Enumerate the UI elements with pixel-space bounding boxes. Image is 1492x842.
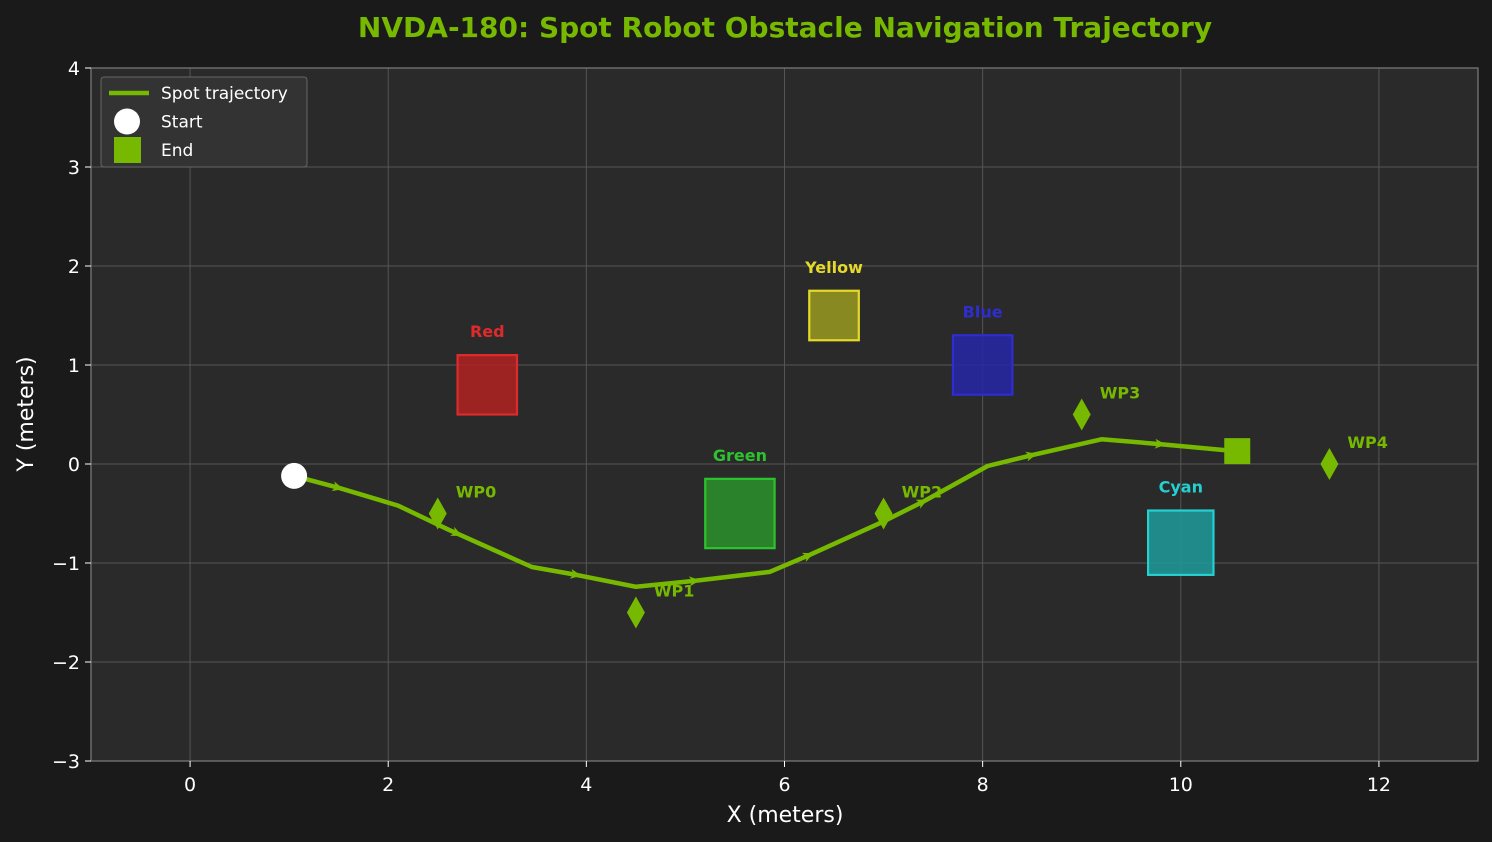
end-marker — [1224, 438, 1251, 465]
y-tick-label-4: 1 — [68, 355, 80, 377]
trajectory-arrow-2 — [569, 568, 582, 579]
waypoint-marker-1 — [626, 596, 645, 629]
legend-label-end: End — [161, 141, 193, 161]
y-tick-label-2: −1 — [52, 553, 80, 575]
waypoint-label-0: WP0 — [456, 483, 497, 502]
legend-swatch-end — [114, 137, 141, 163]
trajectory-arrow-0 — [331, 481, 344, 492]
legend-box — [100, 76, 308, 168]
x-axis-label: X (meters) — [727, 803, 844, 828]
obstacle-label-red: Red — [470, 322, 505, 341]
legend-label-start: Start — [161, 113, 203, 133]
obstacle-label-yellow: Yellow — [804, 258, 863, 277]
y-axis-label: Y (meters) — [14, 356, 39, 472]
trajectory-arrow-1 — [450, 526, 463, 536]
start-marker — [281, 462, 308, 489]
trajectory-arrow-7 — [1154, 438, 1166, 449]
waypoint-marker-3 — [1072, 398, 1091, 431]
x-tick-label-3: 6 — [778, 774, 790, 796]
obstacle-yellow — [808, 289, 860, 342]
y-tick-label-6: 3 — [68, 157, 80, 179]
obstacle-label-blue: Blue — [963, 302, 1003, 321]
waypoint-label-4: WP4 — [1347, 433, 1388, 452]
waypoint-label-3: WP3 — [1100, 384, 1141, 403]
trajectory-arrow-5 — [915, 499, 928, 509]
x-tick-label-4: 8 — [977, 774, 989, 796]
y-tick-label-7: 4 — [68, 58, 80, 80]
trajectory-arrow-6 — [1025, 451, 1038, 462]
y-tick-label-1: −2 — [52, 652, 80, 674]
obstacle-cyan — [1146, 509, 1215, 576]
waypoint-marker-4 — [1320, 448, 1339, 480]
x-tick-label-5: 10 — [1169, 774, 1193, 796]
obstacle-blue — [951, 334, 1014, 396]
obstacle-label-cyan: Cyan — [1159, 478, 1203, 497]
legend-swatch-start — [114, 108, 140, 135]
x-tick-label-0: 0 — [184, 774, 196, 796]
x-tick-label-2: 4 — [580, 774, 592, 796]
y-tick-label-0: −3 — [52, 751, 80, 773]
y-tick-label-3: 0 — [68, 454, 80, 476]
obstacle-green — [704, 477, 776, 550]
chart-title: NVDA-180: Spot Robot Obstacle Navigation… — [358, 11, 1212, 44]
legend: Spot trajectory Start End — [100, 76, 308, 168]
y-tick-label-5: 2 — [68, 256, 80, 278]
obstacle-label-green: Green — [713, 446, 767, 465]
legend-label-spot-trajectory: Spot trajectory — [161, 84, 288, 104]
trajectory-arrow-3 — [688, 576, 701, 587]
obstacle-red — [456, 354, 519, 416]
obstacles: Red Green Yellow Blue Cyan — [456, 258, 1215, 576]
trajectory-arrow-4 — [801, 552, 814, 563]
x-tick-label-1: 2 — [382, 774, 394, 796]
x-tick-label-6: 12 — [1367, 774, 1391, 796]
trajectory-line — [291, 437, 1238, 590]
trajectory-layer — [281, 437, 1251, 590]
waypoint-label-1: WP1 — [654, 582, 695, 601]
